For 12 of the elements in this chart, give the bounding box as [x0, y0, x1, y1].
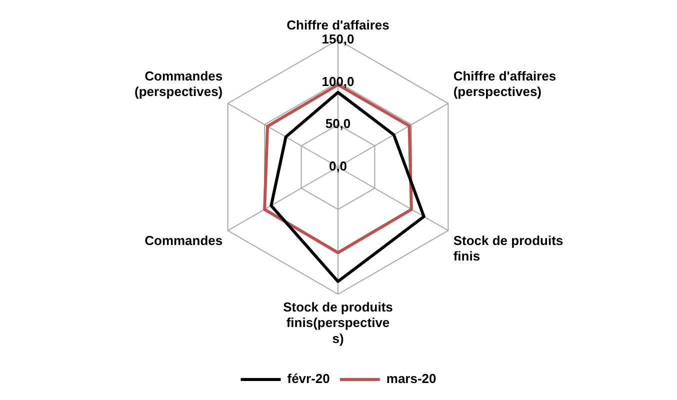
spoke-label: Chiffre d'affaires: [286, 18, 390, 33]
spoke-label: Stock de produits finis: [453, 232, 564, 264]
spoke-label: Commandes: [144, 232, 223, 248]
y-tick-label: 50,0: [325, 116, 351, 132]
spoke-label: Chiffre d'affaires (perspectives): [453, 68, 556, 100]
legend-label: févr-20: [287, 371, 330, 386]
spoke-label: Stock de produits finis(perspectives): [283, 300, 393, 346]
y-tick-label: 100,0: [322, 74, 354, 89]
y-tick-label: 0,0: [328, 158, 348, 174]
legend-label: mars-20: [386, 371, 436, 386]
y-tick-label: 150,0: [322, 31, 354, 46]
spoke-label: Commandes (perspectives): [134, 68, 223, 100]
